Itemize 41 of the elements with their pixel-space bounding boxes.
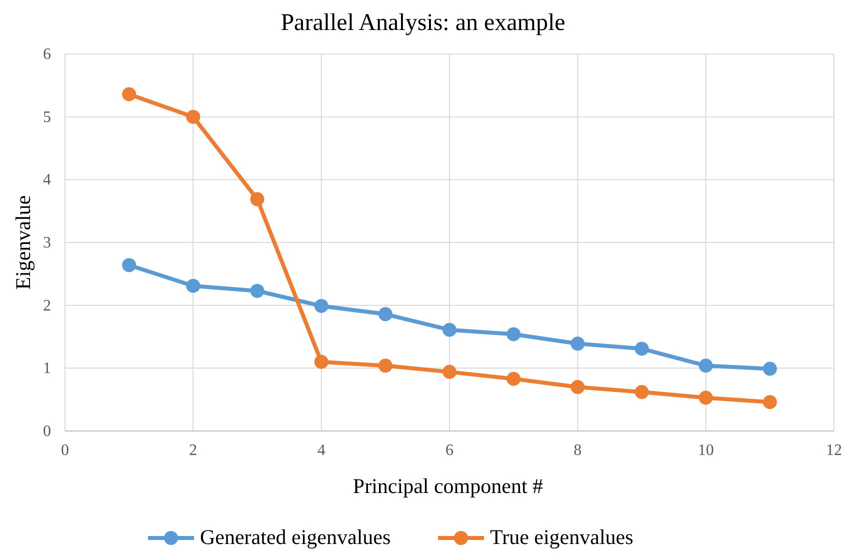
x-tick-label: 4: [317, 442, 326, 459]
point: [506, 327, 521, 342]
point: [698, 358, 713, 373]
y-tick-label: 3: [43, 234, 51, 252]
point: [442, 322, 456, 337]
y-tick-label: 1: [43, 360, 51, 378]
point: [122, 87, 136, 102]
x-tick-label: 2: [189, 442, 198, 459]
point: [378, 307, 392, 322]
point: [314, 354, 328, 369]
y-tick-label: 5: [43, 108, 51, 126]
point: [442, 364, 456, 379]
point: [570, 336, 585, 351]
chart-title: Parallel Analysis: an example: [280, 10, 566, 36]
point: [250, 192, 264, 206]
x-tick-label: 6: [446, 442, 454, 459]
point: [762, 362, 777, 376]
point: [378, 358, 392, 373]
point: [698, 390, 713, 405]
y-axis-title: Eigenvalue: [11, 195, 35, 290]
point: [570, 380, 585, 394]
x-tick-label: 12: [826, 442, 842, 459]
point: [762, 395, 777, 410]
x-tick-label: 10: [698, 442, 714, 459]
legend-label: Generated eigenvalues: [200, 525, 391, 549]
point: [186, 278, 200, 293]
x-tick-label: 8: [574, 442, 582, 459]
y-tick-label: 4: [43, 172, 51, 189]
point: [122, 258, 136, 272]
y-tick-label: 0: [43, 423, 51, 440]
point: [634, 342, 649, 356]
y-tick-label: 2: [43, 297, 51, 314]
legend-label: True eigenvalues: [490, 525, 634, 549]
y-tick-label: 6: [43, 46, 51, 63]
x-axis-title: Principal component #: [352, 474, 544, 498]
point: [186, 110, 200, 124]
point: [314, 298, 328, 313]
point: [250, 284, 264, 298]
point: [634, 385, 649, 400]
point: [506, 372, 521, 386]
x-tick-label: 0: [61, 442, 69, 459]
